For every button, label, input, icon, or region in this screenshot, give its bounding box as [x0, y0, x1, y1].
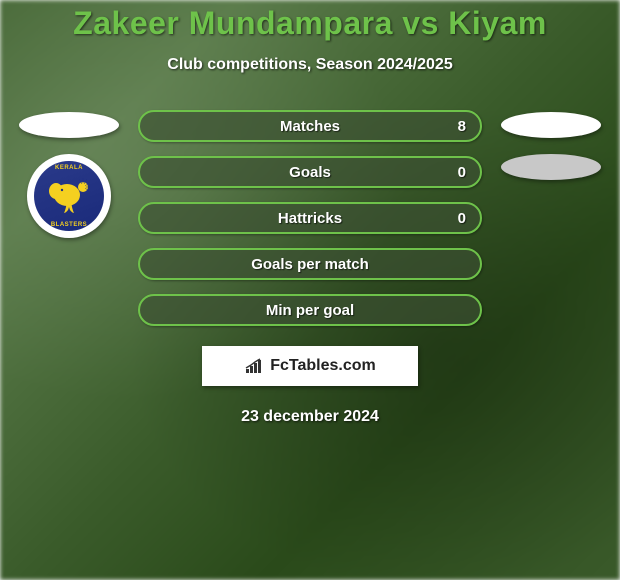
brand-label: FcTables.com: [270, 357, 376, 375]
stat-label: Hattricks: [278, 210, 342, 227]
club-logo-left: KERALA BLASTE: [27, 154, 111, 238]
stat-row: Matches 8: [138, 110, 482, 142]
stat-label: Min per goal: [266, 302, 354, 319]
page-title: Zakeer Mundampara vs Kiyam: [73, 5, 547, 42]
club-text-top: KERALA: [55, 165, 83, 171]
player-avatar-left: [19, 112, 119, 138]
brand-chart-icon: [244, 357, 266, 375]
stat-value-right: 0: [458, 164, 466, 181]
elephant-icon: [47, 177, 91, 215]
right-side: [496, 110, 606, 180]
stat-value-right: 8: [458, 118, 466, 135]
stats-list: Matches 8 Goals 0 Hattricks 0 Goals per match M…: [138, 110, 482, 326]
stat-row: Goals per match: [138, 248, 482, 280]
stat-row: Min per goal: [138, 294, 482, 326]
left-side: KERALA BLASTE: [14, 110, 124, 238]
stat-row: Goals 0: [138, 156, 482, 188]
club-logo-right-placeholder: [501, 154, 601, 180]
stat-label: Goals per match: [251, 256, 369, 273]
club-text-bottom: BLASTERS: [51, 222, 87, 228]
stat-label: Matches: [280, 118, 340, 135]
subtitle: Club competitions, Season 2024/2025: [167, 56, 452, 74]
player-avatar-right: [501, 112, 601, 138]
stat-label: Goals: [289, 164, 331, 181]
stat-row: Hattricks 0: [138, 202, 482, 234]
branding-badge: FcTables.com: [202, 346, 418, 386]
date-label: 23 december 2024: [241, 408, 379, 426]
comparison-columns: KERALA BLASTE: [0, 110, 620, 326]
stat-value-right: 0: [458, 210, 466, 227]
